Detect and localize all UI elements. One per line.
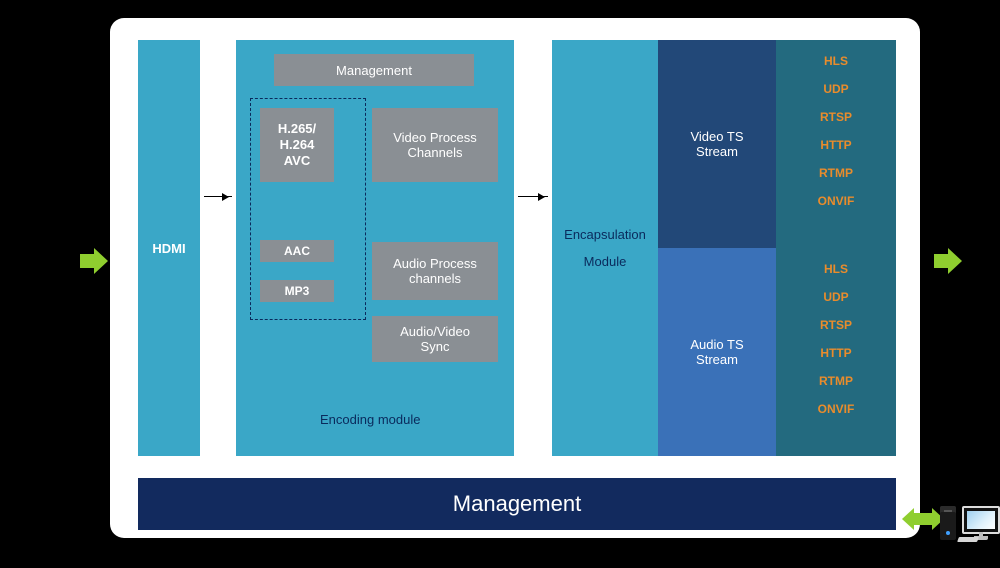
hdmi-label: HDMI bbox=[152, 241, 185, 256]
video-ts-label: Video TS Stream bbox=[690, 129, 743, 159]
proto-top-0: HLS bbox=[824, 54, 848, 68]
audio-process-channels: Audio Process channels bbox=[372, 242, 498, 300]
arrow-encoding-to-encap-icon bbox=[518, 196, 548, 197]
proto-bot-2: RTSP bbox=[820, 318, 852, 332]
arrow-output-icon bbox=[934, 248, 962, 274]
encoding-management-box: Management bbox=[274, 54, 474, 86]
management-bar: Management bbox=[138, 478, 896, 530]
video-ts-stream: Video TS Stream bbox=[658, 40, 776, 248]
proto-bot-4: RTMP bbox=[819, 374, 853, 388]
encoding-management-label: Management bbox=[336, 63, 412, 78]
arrow-input-icon bbox=[80, 248, 108, 274]
encoding-module-text: Encoding module bbox=[320, 412, 420, 427]
video-codec-box: H.265/ H.264 AVC bbox=[260, 108, 334, 182]
proto-top-3: HTTP bbox=[820, 138, 851, 152]
proto-bot-0: HLS bbox=[824, 262, 848, 276]
main-panel: HDMI Management H.265/ H.264 AVC AAC MP3… bbox=[110, 18, 920, 538]
proto-top-1: UDP bbox=[823, 82, 848, 96]
proto-top-4: RTMP bbox=[819, 166, 853, 180]
encapsulation-module: Encapsulation Module bbox=[552, 40, 658, 456]
hdmi-column: HDMI bbox=[138, 40, 200, 456]
video-process-channels: Video Process Channels bbox=[372, 108, 498, 182]
proto-bot-3: HTTP bbox=[820, 346, 851, 360]
av-sync-label: Audio/Video Sync bbox=[400, 324, 470, 354]
mp3-label: MP3 bbox=[285, 284, 310, 298]
computer-icon bbox=[940, 492, 1000, 540]
audio-codec-aac: AAC bbox=[260, 240, 334, 262]
aac-label: AAC bbox=[284, 244, 310, 258]
audio-ts-stream: Audio TS Stream bbox=[658, 248, 776, 456]
encoding-module-label: Encoding module bbox=[320, 412, 500, 427]
proto-top-2: RTSP bbox=[820, 110, 852, 124]
proto-bot-1: UDP bbox=[823, 290, 848, 304]
diagram-canvas: HDMI Management H.265/ H.264 AVC AAC MP3… bbox=[0, 0, 1000, 568]
arrow-hdmi-to-encoding-icon bbox=[204, 196, 232, 197]
audio-channels-label: Audio Process channels bbox=[393, 256, 477, 286]
management-bar-label: Management bbox=[453, 491, 581, 517]
encap-line1: Encapsulation bbox=[564, 227, 646, 242]
proto-bot-5: ONVIF bbox=[818, 402, 855, 416]
audio-codec-mp3: MP3 bbox=[260, 280, 334, 302]
proto-top-5: ONVIF bbox=[818, 194, 855, 208]
av-sync-box: Audio/Video Sync bbox=[372, 316, 498, 362]
encap-line2: Module bbox=[584, 254, 627, 269]
audio-ts-label: Audio TS Stream bbox=[690, 337, 743, 367]
protocols-top: HLS UDP RTSP HTTP RTMP ONVIF bbox=[776, 40, 896, 248]
protocols-bottom: HLS UDP RTSP HTTP RTMP ONVIF bbox=[776, 248, 896, 456]
video-channels-label: Video Process Channels bbox=[393, 130, 477, 160]
arrow-management-link-icon bbox=[902, 508, 944, 530]
video-codec-label: H.265/ H.264 AVC bbox=[278, 121, 316, 170]
